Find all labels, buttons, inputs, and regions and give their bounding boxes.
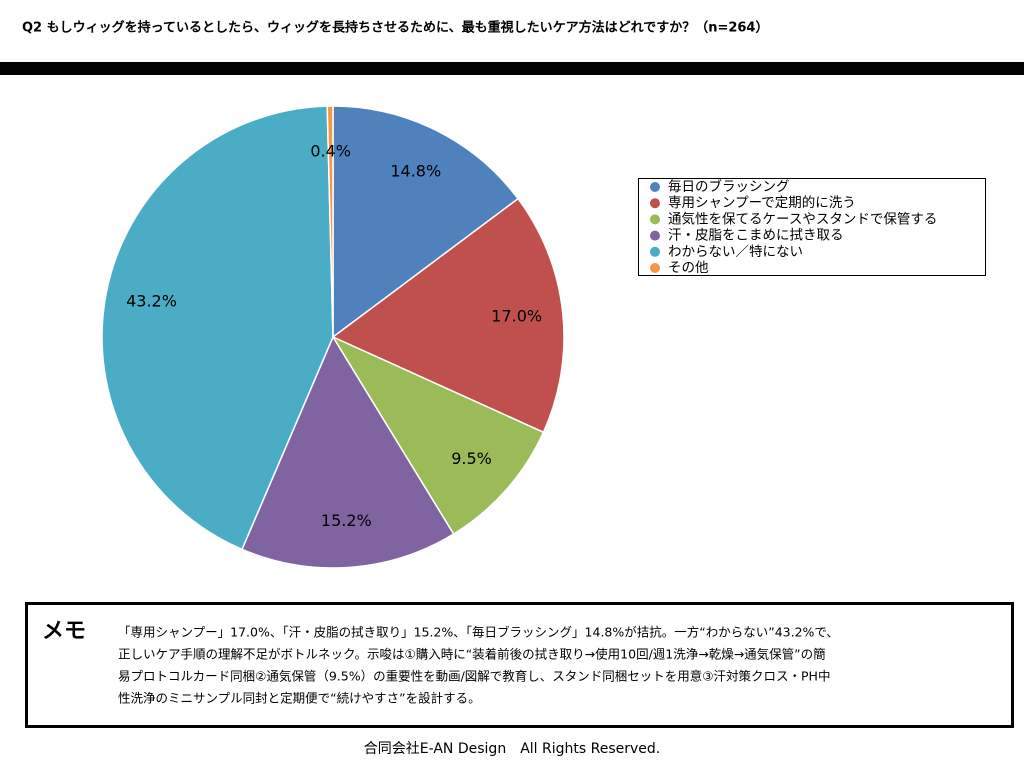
legend-marker	[650, 182, 660, 192]
memo-heading: メモ	[42, 619, 86, 644]
legend-marker	[650, 246, 660, 257]
legend-label: わからない／特にない	[668, 244, 803, 260]
memo-line: 易プロトコルカード同梱②通気保管（9.5%）の重要性を動画/図解で教育し、スタン…	[118, 669, 830, 684]
data-label: 14.8%	[390, 161, 441, 180]
pie-slice	[326, 105, 334, 338]
legend-marker	[650, 214, 660, 225]
footer: 合同会社E-AN Design All Rights Reserved.	[364, 741, 660, 757]
legend-marker	[650, 263, 660, 273]
memo-line: 性洗浄のミニサンプル同封と定期便で“続けやすさ”を設計する。	[118, 691, 481, 706]
data-label: 15.2%	[321, 511, 372, 530]
data-label: 43.2%	[126, 292, 177, 311]
legend-label: 毎日のブラッシング	[668, 178, 790, 195]
pie-slice	[241, 335, 455, 569]
title-bar	[0, 62, 1024, 75]
memo-line: 「専用シャンプー」17.0%、「汗・皮脂の拭き取り」15.2%、「毎日ブラッシン…	[118, 625, 839, 640]
legend-label: 汗・皮脂をこまめに拭き取る	[668, 228, 844, 244]
legend-marker	[650, 198, 660, 209]
pie-slice	[331, 197, 565, 434]
legend-label: その他	[668, 260, 709, 276]
pie-slice	[332, 105, 520, 339]
pie-slice	[331, 335, 545, 536]
data-label: 9.5%	[451, 449, 492, 468]
legend-box	[638, 178, 986, 276]
pie-slice	[101, 105, 334, 551]
memo-line: 正しいケア手順の理解不足がボトルネック。示唆は①購入時に“装着前後の拭き取り→使…	[118, 647, 826, 662]
memo-box	[25, 602, 1014, 728]
data-label: 17.0%	[491, 307, 542, 326]
legend-marker	[650, 230, 660, 241]
legend-label: 専用シャンプーで定期的に洗う	[668, 195, 856, 211]
legend-label: 通気性を保てるケースやスタンドで保管する	[668, 211, 937, 227]
chart-title: Q2 もしウィッグを持っているとしたら、ウィッグを長持ちさせるために、最も重視し…	[22, 20, 768, 36]
data-label: 0.4%	[310, 142, 351, 161]
